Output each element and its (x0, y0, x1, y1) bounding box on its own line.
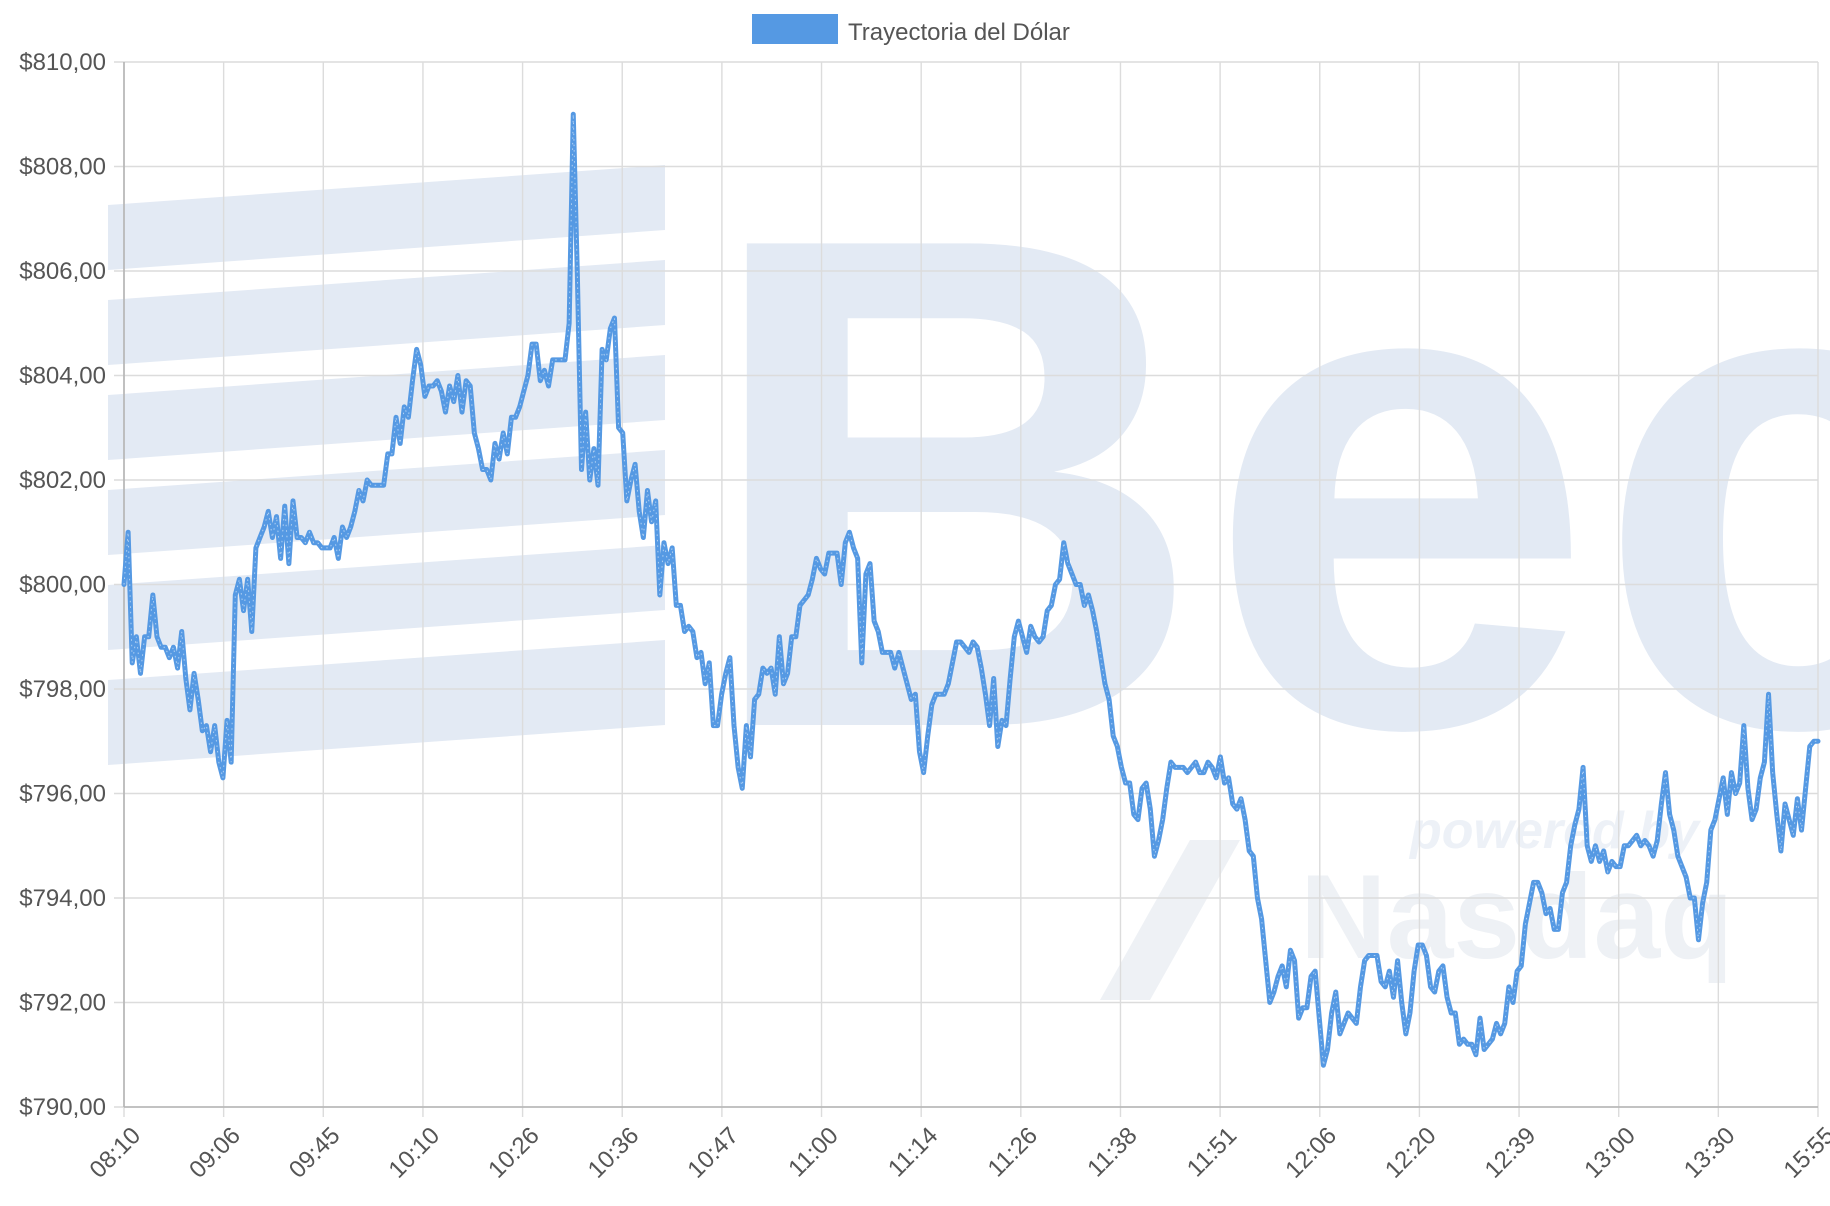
x-tick-label: 11:26 (983, 1122, 1043, 1182)
x-tick-label: 12:20 (1380, 1122, 1442, 1184)
x-tick-label: 09:06 (184, 1122, 246, 1184)
watermark-brand-text: Nasdaq (1300, 850, 1733, 984)
watermark-stripe (108, 450, 665, 555)
series-point-markers (123, 114, 1818, 1066)
x-tick-label: 10:36 (583, 1122, 645, 1184)
x-tick-label: 15:55 (1779, 1122, 1830, 1184)
x-tick-label: 10:10 (383, 1122, 445, 1184)
y-tick-label: $810,00 (19, 49, 106, 76)
y-tick-label: $796,00 (19, 781, 106, 808)
y-tick-label: $806,00 (19, 258, 106, 285)
x-tick-label: 13:30 (1679, 1122, 1741, 1184)
watermark-stripe (108, 545, 665, 650)
y-tick-label: $804,00 (19, 363, 106, 390)
y-axis-ticks: $790,00 $792,00 $794,00 $796,00 $798,00 $800,… (19, 49, 106, 1121)
y-tick-label: $800,00 (19, 572, 106, 599)
x-tick-label: 10:47 (682, 1122, 744, 1184)
x-axis-ticks: 08:10 09:06 09:45 10:10 10:26 10:36 10:47 11:00… (85, 1122, 1830, 1184)
x-tick-label: 12:39 (1480, 1122, 1542, 1184)
x-tick-label: 12:06 (1280, 1122, 1342, 1184)
watermark-stripe (108, 260, 665, 365)
x-tick-label: 13:00 (1579, 1122, 1641, 1184)
legend[interactable]: Trayectoria del Dólar (752, 14, 1070, 46)
y-tick-label: $790,00 (19, 1094, 106, 1121)
watermark-stripe (108, 640, 665, 765)
x-tick-label: 08:10 (85, 1122, 147, 1184)
x-tick-label: 11:38 (1082, 1122, 1142, 1182)
x-tick-label: 10:26 (483, 1122, 545, 1184)
legend-label[interactable]: Trayectoria del Dólar (848, 19, 1070, 46)
x-tick-label: 11:14 (883, 1122, 943, 1182)
y-tick-label: $808,00 (19, 154, 106, 181)
x-tick-label: 11:00 (783, 1122, 843, 1182)
series-group (121, 111, 1821, 1068)
watermark-stripe (108, 165, 665, 270)
x-tick-label: 09:45 (284, 1122, 346, 1184)
x-tick-label: 11:51 (1182, 1122, 1242, 1182)
legend-swatch[interactable] (752, 14, 838, 44)
y-tick-label: $792,00 (19, 990, 106, 1017)
y-tick-label: $794,00 (19, 885, 106, 912)
watermark-logo-text: Bec (700, 92, 1830, 874)
y-tick-label: $798,00 (19, 676, 106, 703)
watermark-brand-mark (1100, 840, 1240, 1000)
y-tick-label: $802,00 (19, 467, 106, 494)
